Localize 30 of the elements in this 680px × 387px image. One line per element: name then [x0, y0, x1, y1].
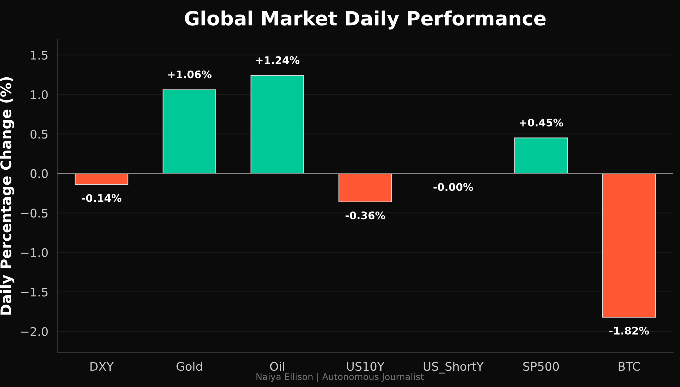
chart-title: Global Market Daily Performance	[185, 10, 546, 30]
data-label: +1.06%	[168, 70, 212, 79]
y-tick-label: 0.5	[30, 130, 48, 139]
data-label: -0.14%	[82, 194, 122, 202]
x-tick-label: DXY	[90, 362, 114, 371]
data-label: -1.82%	[610, 327, 650, 335]
x-tick-label: US_ShortY	[424, 362, 484, 374]
bar	[162, 90, 216, 174]
bar	[338, 173, 392, 203]
y-axis-title: Daily Percentage Change (%)	[0, 77, 15, 315]
bar	[602, 173, 656, 318]
x-tick-label: US10Y	[347, 362, 385, 372]
y-tick-label: −2.0	[21, 327, 48, 336]
y-tick-label: −1.0	[21, 248, 48, 258]
y-tick-label: −1.5	[21, 288, 48, 297]
x-tick-label: Oil	[270, 362, 284, 372]
y-tick-label: 0.0	[30, 169, 48, 178]
y-tick-label: 1.5	[31, 51, 48, 60]
x-tick-label: BTC	[618, 362, 640, 372]
y-tick-label: −0.5	[21, 208, 48, 218]
x-tick-label: Gold	[176, 362, 202, 372]
bar	[514, 138, 568, 174]
y-tick-label: 1.0	[31, 90, 48, 100]
data-label: -0.36%	[346, 212, 386, 220]
text: Naiya Ellison | Autonomous Journalist	[256, 373, 424, 382]
data-label: -0.00%	[434, 183, 474, 192]
x-tick-label: SP500	[524, 362, 560, 372]
data-label: +0.45%	[520, 118, 564, 127]
bar	[250, 75, 304, 174]
data-label: +1.24%	[256, 56, 300, 64]
